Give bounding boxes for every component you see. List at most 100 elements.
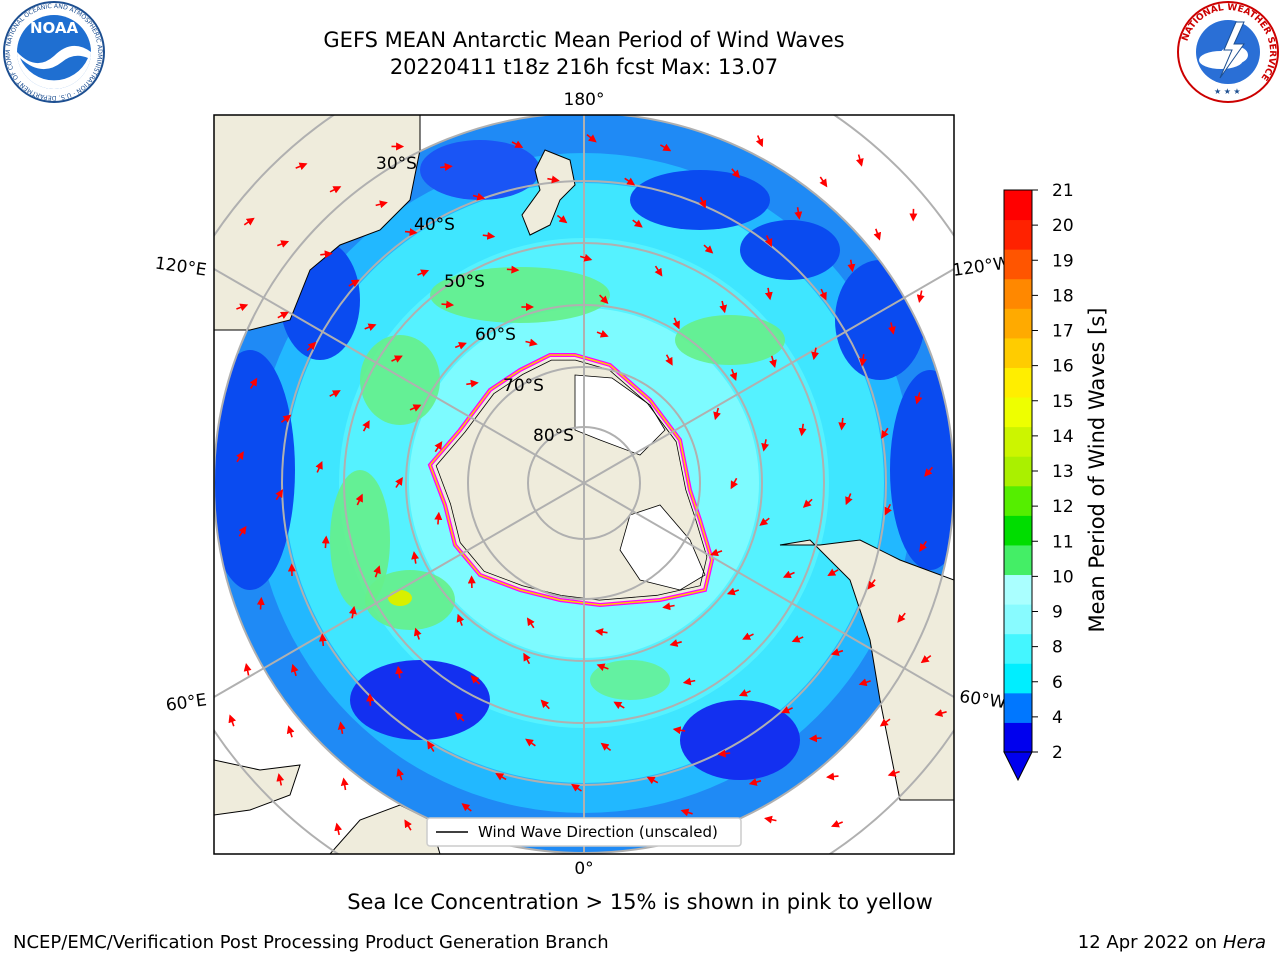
wind-wave-arrow — [495, 772, 507, 781]
colorbar-segment — [1004, 190, 1032, 221]
wind-wave-arrow — [321, 535, 330, 549]
wind-wave-arrow — [413, 627, 422, 640]
wind-wave-arrow — [470, 675, 481, 685]
wind-wave-arrow — [847, 259, 856, 273]
wind-wave-arrow — [819, 288, 827, 301]
wind-wave-arrow — [525, 738, 536, 747]
wind-wave-arrow — [236, 451, 244, 463]
wind-wave-arrow — [755, 135, 764, 148]
wind-wave-arrow — [472, 192, 486, 201]
wind-wave-arrow — [867, 579, 876, 590]
legend-label: Wind Wave Direction (unscaled) — [478, 823, 718, 841]
wind-wave-arrow — [759, 517, 770, 526]
wind-wave-arrow — [845, 493, 853, 506]
wind-wave-arrow — [662, 602, 675, 611]
colorbar-segment — [1004, 544, 1032, 576]
wind-wave-arrow — [613, 701, 625, 710]
lon-label-120e: 120°E — [154, 254, 208, 281]
wind-wave-arrow — [290, 663, 299, 677]
wind-wave-arrow — [680, 808, 693, 817]
wind-wave-arrow — [682, 677, 696, 686]
wind-wave-arrow — [579, 253, 593, 262]
wind-wave-arrow — [286, 725, 295, 738]
wind-wave-arrow — [703, 244, 714, 254]
wind-wave-arrow — [364, 323, 377, 331]
wind-wave-arrow — [409, 404, 422, 412]
wind-wave-arrow — [729, 368, 738, 382]
colorbar-tick-label: 18 — [1052, 286, 1074, 306]
colorbar-label: Mean Period of Wind Waves [s] — [1085, 308, 1109, 633]
wind-wave-arrow — [838, 417, 847, 431]
wind-wave-arrow — [632, 219, 643, 228]
wind-wave-arrow — [329, 390, 341, 398]
wind-wave-arrow — [924, 466, 934, 477]
colorbar-segment — [1004, 278, 1032, 309]
colorbar-extend-arrow — [1003, 751, 1033, 782]
sea-ice-caption: Sea Ice Concentration > 15% is shown in … — [347, 890, 933, 914]
colorbar-segment — [1004, 722, 1032, 753]
wind-wave-arrow — [348, 279, 360, 288]
wind-wave-arrow — [547, 175, 560, 184]
wind-wave-arrow — [881, 427, 889, 439]
wind-wave-arrow — [355, 493, 363, 506]
wind-wave-arrow — [427, 740, 435, 752]
colorbar-segment — [1004, 308, 1032, 339]
wind-wave-arrow — [238, 525, 247, 537]
wind-wave-arrow — [395, 665, 404, 679]
lat-label-80s: 80°S — [533, 426, 574, 446]
wind-wave-arrow — [654, 265, 663, 277]
wind-wave-arrow — [334, 822, 343, 836]
wind-wave-arrow — [624, 177, 636, 186]
lon-label-180: 180° — [564, 90, 605, 110]
lat-label-50s: 50°S — [444, 272, 485, 292]
noaa-logo: NATIONAL OCEANIC AND ATMOSPHERIC ADMINIS… — [2, 0, 105, 103]
wind-wave-arrow — [391, 355, 403, 363]
colorbar-segment — [1004, 456, 1032, 487]
colorbar-segment — [1004, 337, 1032, 368]
wind-wave-arrow — [417, 269, 430, 277]
wind-wave-arrow — [526, 617, 535, 629]
wind-wave-arrow — [831, 820, 843, 828]
lon-label-0: 0° — [574, 859, 593, 879]
wind-wave-arrow — [348, 605, 357, 619]
wind-wave-arrow — [713, 407, 721, 421]
wind-wave-arrow — [600, 742, 612, 752]
colorbar-tick-label: 10 — [1052, 567, 1074, 587]
colorbar-segment — [1004, 633, 1032, 664]
colorbar-segment — [1004, 663, 1032, 694]
latitude-labels: 30°S 40°S 50°S 60°S 70°S 80°S — [376, 154, 574, 446]
wind-wave-arrow — [596, 330, 609, 338]
wind-wave-arrow — [454, 712, 465, 722]
lat-label-70s: 70°S — [503, 376, 544, 396]
wind-wave-arrow — [511, 140, 524, 148]
wind-wave-arrow — [466, 379, 479, 388]
footer-credit: NCEP/EMC/Verification Post Processing Pr… — [13, 932, 609, 953]
wind-wave-arrow — [523, 652, 531, 665]
wind-wave-arrow — [277, 311, 289, 320]
footer-host: Hera — [1222, 932, 1266, 953]
wind-wave-arrow — [761, 439, 770, 452]
wind-wave-arrow — [596, 663, 609, 672]
wind-wave-arrow — [243, 663, 252, 676]
wind-wave-arrow — [236, 303, 249, 312]
wind-wave-arrow — [672, 726, 686, 735]
colorbar-segment — [1004, 426, 1032, 457]
wind-wave-arrow — [540, 699, 550, 710]
wind-wave-arrow — [916, 290, 925, 303]
svg-text:★ ★ ★: ★ ★ ★ — [1214, 87, 1241, 96]
lat-label-60s: 60°S — [475, 325, 516, 345]
wind-wave-arrow — [717, 749, 731, 758]
wind-wave-arrow — [404, 819, 412, 831]
wind-wave-arrow — [306, 341, 317, 352]
continents — [214, 115, 954, 854]
wind-wave-arrow — [672, 317, 680, 330]
lon-label-120w: 120°W — [951, 253, 1011, 281]
graticule — [214, 115, 954, 854]
wind-wave-arrow — [710, 548, 723, 557]
colorbar-tick-label: 16 — [1052, 357, 1074, 377]
wind-wave-arrow — [411, 551, 420, 564]
colorbar-tick-label: 12 — [1052, 497, 1074, 517]
colorbar-segment — [1004, 692, 1032, 723]
wind-wave-arrow — [794, 207, 803, 220]
wind-wave-arrow — [827, 568, 839, 576]
